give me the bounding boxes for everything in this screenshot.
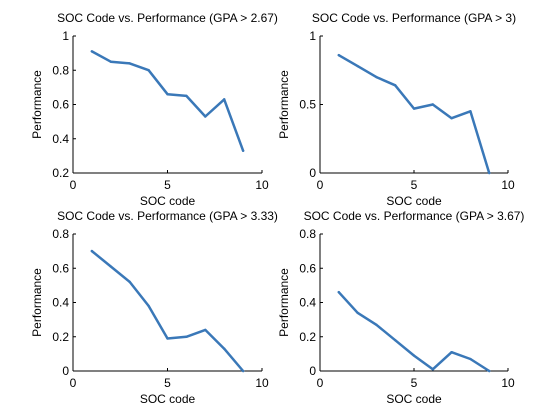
data-point xyxy=(356,64,359,68)
data-point xyxy=(431,368,434,371)
x-tick-label: 10 xyxy=(501,178,515,192)
data-point xyxy=(185,335,188,338)
x-tick-label: 5 xyxy=(411,178,418,192)
data-point xyxy=(337,291,340,294)
data-point xyxy=(412,354,416,357)
data-point xyxy=(147,304,150,308)
series-line xyxy=(90,249,245,373)
x-axis-label: SOC code xyxy=(386,194,442,208)
x-tick-label: 0 xyxy=(317,376,324,390)
data-point xyxy=(337,53,340,57)
data-point xyxy=(185,94,188,98)
data-point xyxy=(450,350,453,354)
data-point xyxy=(166,337,169,340)
series-line xyxy=(90,50,245,152)
x-axis-label: SOC code xyxy=(140,392,196,406)
chart-title: SOC Code vs. Performance (GPA > 3.67) xyxy=(304,209,525,223)
x-tick-label: 5 xyxy=(164,376,171,390)
data-point xyxy=(90,50,94,53)
x-tick-label: 5 xyxy=(164,178,171,192)
y-tick-label: 0 xyxy=(62,364,69,378)
data-point xyxy=(241,369,245,373)
data-point xyxy=(394,338,397,342)
x-tick-label: 10 xyxy=(501,376,515,390)
y-tick-label: 0.4 xyxy=(52,296,69,310)
y-tick-label: 0 xyxy=(309,364,316,378)
data-point xyxy=(166,93,169,96)
data-point xyxy=(109,265,113,268)
data-point xyxy=(469,110,472,113)
x-tick-label: 0 xyxy=(70,178,77,192)
y-tick-label: 1 xyxy=(309,29,316,43)
data-point xyxy=(90,249,94,253)
y-tick-label: 0.4 xyxy=(299,296,316,310)
data-point xyxy=(375,323,378,326)
data-point xyxy=(412,107,416,110)
y-tick-label: 0.4 xyxy=(52,132,69,146)
y-tick-label: 0.6 xyxy=(52,261,69,275)
data-point xyxy=(204,328,207,332)
data-point xyxy=(356,311,359,314)
y-tick-label: 0.8 xyxy=(52,227,69,241)
x-tick-label: 10 xyxy=(255,376,269,390)
chart-panel-2: 0 5 10 0 0.5 1 SOC Code vs. Performance (GPA >… xyxy=(277,11,516,208)
data-point xyxy=(204,115,207,118)
y-tick-label: 1 xyxy=(62,29,69,43)
data-point xyxy=(431,103,434,106)
chart-panel-4: 0 5 10 0 0.2 0.4 0.6 0.8 SOC Code vs. Performanc… xyxy=(277,209,524,406)
series-line xyxy=(337,53,491,175)
x-axis-label: SOC code xyxy=(386,392,442,406)
y-axis-label: Performance xyxy=(277,268,291,337)
x-tick-label: 0 xyxy=(70,376,77,390)
chart-panel-3: 0 5 10 0 0.2 0.4 0.6 0.8 SOC Code vs. Performanc… xyxy=(30,209,278,406)
data-point xyxy=(109,60,113,63)
y-tick-label: 0.8 xyxy=(299,227,316,241)
y-tick-label: 0.2 xyxy=(299,330,316,344)
chart-title: SOC Code vs. Performance (GPA > 3) xyxy=(312,11,516,25)
x-axis-label: SOC code xyxy=(140,194,196,208)
x-tick-label: 0 xyxy=(317,178,324,192)
data-point xyxy=(128,62,131,65)
data-point xyxy=(223,98,226,101)
data-point xyxy=(128,280,131,284)
data-point xyxy=(469,357,472,361)
chart-title: SOC Code vs. Performance (GPA > 2.67) xyxy=(57,11,278,25)
y-tick-label: 0 xyxy=(309,166,316,180)
data-point xyxy=(375,75,378,79)
chart-title: SOC Code vs. Performance (GPA > 3.33) xyxy=(57,209,278,223)
y-tick-label: 0.2 xyxy=(52,166,69,180)
data-point xyxy=(450,117,453,120)
y-tick-label: 0.6 xyxy=(52,98,69,112)
data-point xyxy=(488,369,491,373)
x-tick-label: 5 xyxy=(411,376,418,390)
data-point xyxy=(241,149,245,152)
y-axis-label: Performance xyxy=(277,70,291,139)
data-point xyxy=(394,84,397,87)
y-tick-label: 0.6 xyxy=(299,261,316,275)
y-tick-label: 0.2 xyxy=(52,330,69,344)
chart-panel-1: 0 5 10 0.2 0.4 0.6 0.8 1 SOC Code vs. Performanc… xyxy=(30,11,278,208)
y-tick-label: 0.8 xyxy=(52,63,69,77)
data-point xyxy=(488,171,491,175)
data-point xyxy=(223,347,226,350)
series-line xyxy=(337,290,491,373)
y-tick-label: 0.5 xyxy=(299,98,316,112)
y-axis-label: Performance xyxy=(30,70,44,139)
x-tick-label: 10 xyxy=(255,178,269,192)
y-axis-label: Performance xyxy=(30,268,44,337)
data-point xyxy=(147,69,150,72)
